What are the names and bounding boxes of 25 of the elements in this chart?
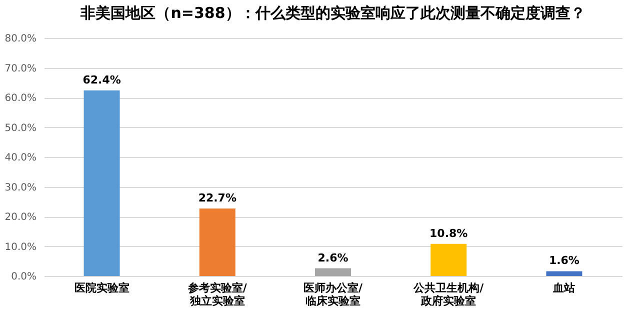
bar <box>84 90 120 276</box>
y-tick-label: 30.0% <box>4 182 36 194</box>
data-label: 10.8% <box>430 226 468 240</box>
y-tick-label: 50.0% <box>4 122 36 134</box>
y-tick-label: 10.0% <box>4 242 36 253</box>
y-tick-label: 0.0% <box>11 272 36 282</box>
y-tick-label: 40.0% <box>4 152 36 164</box>
x-tick-label: 血站 <box>552 282 576 294</box>
bar <box>546 271 582 276</box>
data-label: 22.7% <box>198 191 236 204</box>
y-tick-label: 60.0% <box>4 93 36 104</box>
bar <box>199 208 236 276</box>
x-tick-label: 医院实验室 <box>74 282 130 294</box>
y-tick-label: 80.0% <box>4 34 36 44</box>
bar <box>315 268 351 276</box>
data-label: 2.6% <box>318 251 348 264</box>
x-tick-label: 公共卫生机构/政府实验室 <box>412 282 485 308</box>
chart-title: 非美国地区（n=388）：什么类型的实验室响应了此次测量不确定度调查？ <box>80 4 586 22</box>
data-label: 62.4% <box>82 73 121 86</box>
data-label: 1.6% <box>548 254 580 268</box>
x-tick-label: 医师办公室/临床实验室 <box>303 282 364 308</box>
y-tick-label: 20.0% <box>4 212 36 223</box>
x-tick-label: 参考实验室/独立实验室 <box>186 282 248 308</box>
bar <box>430 244 467 276</box>
y-tick-label: 70.0% <box>4 63 36 74</box>
